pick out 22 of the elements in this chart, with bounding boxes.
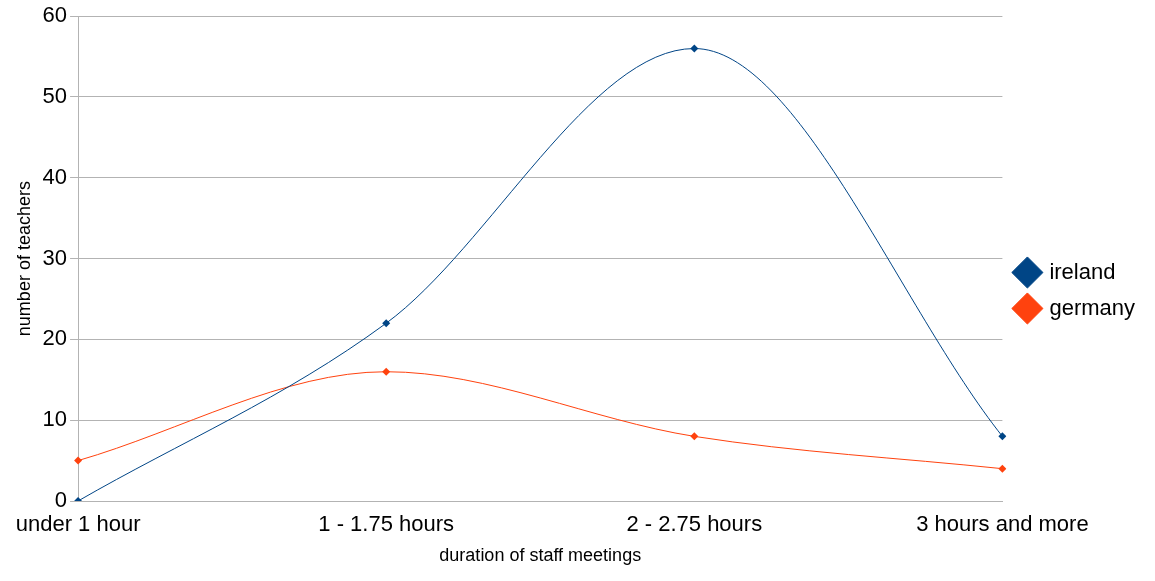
x-tick-label: 2 - 2.75 hours	[626, 511, 763, 537]
y-tick-label: 40	[42, 163, 68, 189]
x-tick-label: 1 - 1.75 hours	[318, 511, 455, 537]
x-tick-label: under 1 hour	[15, 511, 141, 537]
point	[690, 432, 699, 441]
y-tick-label: 20	[42, 325, 68, 351]
y-tick-label: 50	[42, 83, 68, 109]
point	[382, 319, 391, 328]
legend-label: ireland	[1049, 258, 1116, 284]
point	[998, 432, 1007, 441]
x-tick-label: 3 hours and more	[916, 511, 1089, 537]
point	[74, 456, 83, 465]
point	[382, 367, 391, 376]
point	[690, 44, 699, 53]
x-axis-title: duration of staff meetings	[439, 545, 642, 566]
y-axis-title: number of teachers	[13, 181, 34, 337]
y-tick-label: 0	[54, 487, 68, 513]
legend-label: germany	[1049, 294, 1135, 320]
y-tick-label: 30	[42, 244, 68, 270]
y-tick-label: 60	[42, 2, 68, 28]
point	[998, 464, 1007, 473]
y-tick-label: 10	[42, 406, 68, 432]
